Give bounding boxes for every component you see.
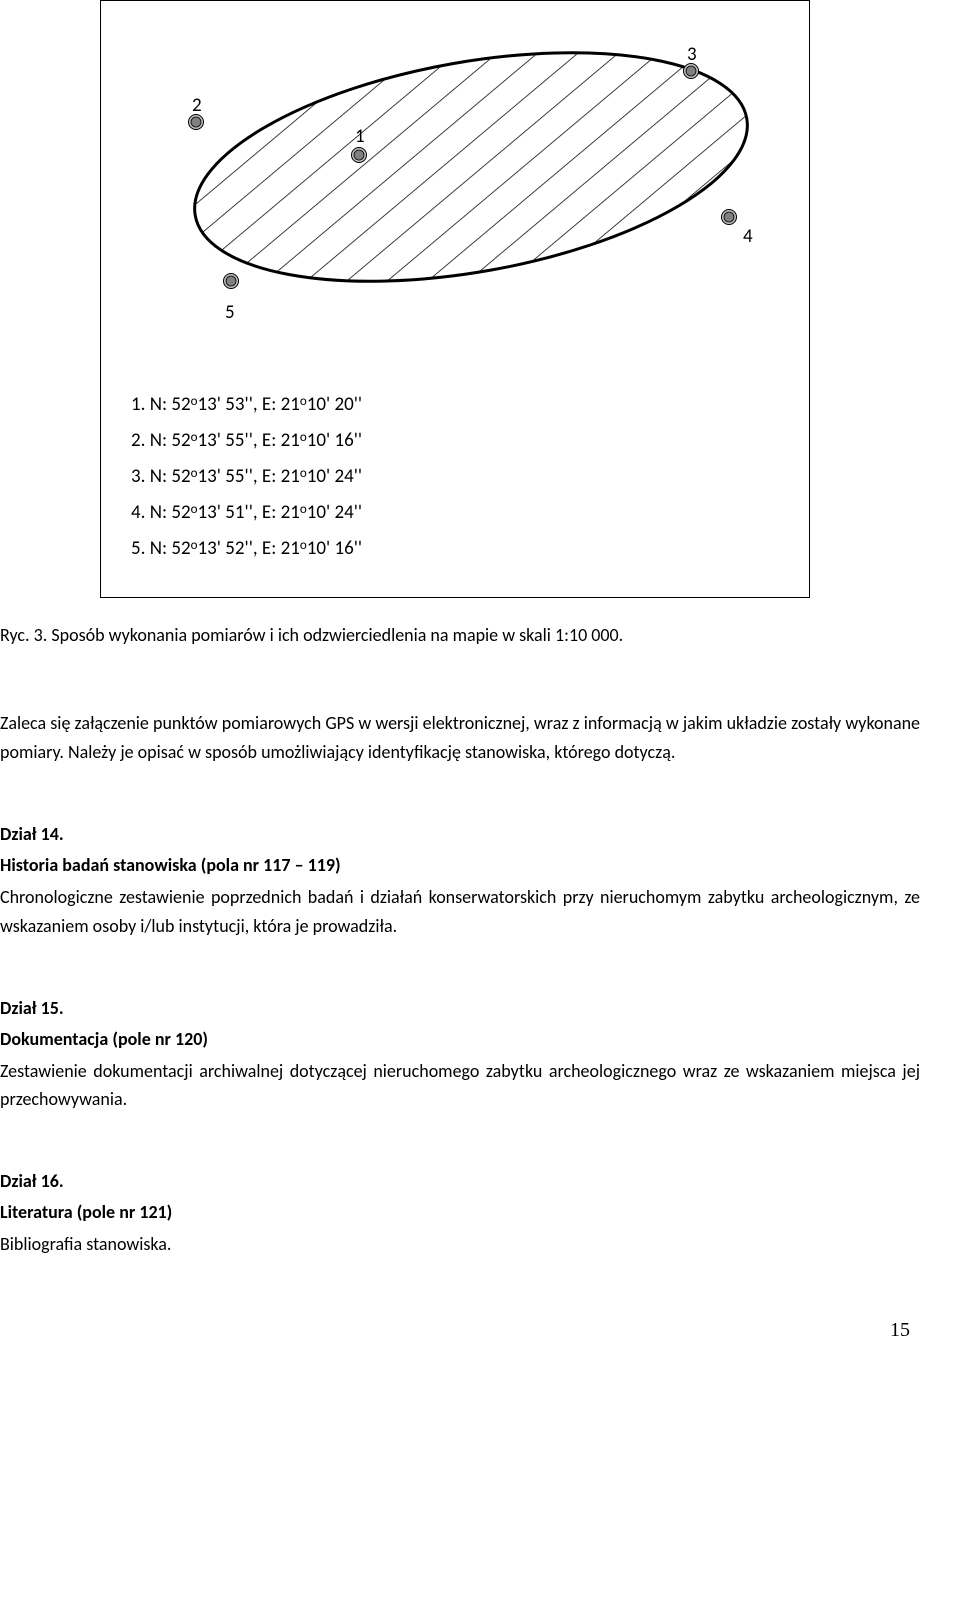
section-15-title: Dział 15. [0,995,920,1022]
point-label: 1 [355,123,365,152]
section-14-title: Dział 14. [0,821,920,848]
point-label: 2 [192,92,202,121]
section-15-body: Zestawienie dokumentacji archiwalnej dot… [0,1057,920,1115]
page-number: 15 [0,1315,920,1345]
coordinate-row: 2. N: 52o13' 55'', E: 21o10' 16'' [131,423,789,459]
section-15-subtitle: Dokumentacja (pole nr 120) [0,1026,920,1053]
coordinate-row: 4. N: 52o13' 51'', E: 21o10' 24'' [131,495,789,531]
paragraph-gps-note: Zaleca się załączenie punktów pomiarowyc… [0,709,920,767]
figure-caption: Ryc. 3. Sposób wykonania pomiarów i ich … [0,622,920,649]
point-label: 5 [225,299,235,328]
coordinate-row: 1. N: 52o13' 53'', E: 21o10' 20'' [131,387,789,423]
coordinate-row: 5. N: 52o13' 52'', E: 21o10' 16'' [131,531,789,567]
coordinate-list: 1. N: 52o13' 53'', E: 21o10' 20''2. N: 5… [131,387,789,567]
coordinate-row: 3. N: 52o13' 55'', E: 21o10' 24'' [131,459,789,495]
point-label: 3 [687,41,697,70]
section-14-subtitle: Historia badań stanowiska (pola nr 117 –… [0,852,920,879]
ellipse-diagram: 1 2 3 4 5 [121,17,781,327]
point-label: 4 [743,223,753,252]
section-16-subtitle: Literatura (pole nr 121) [0,1199,920,1226]
section-16-body: Bibliografia stanowiska. [0,1230,920,1259]
figure-box: 1 2 3 4 5 1. N: 52o13' 53'', E: 21o10' 20''2… [100,0,810,598]
section-14-body: Chronologiczne zestawienie poprzednich b… [0,883,920,941]
section-16-title: Dział 16. [0,1168,920,1195]
